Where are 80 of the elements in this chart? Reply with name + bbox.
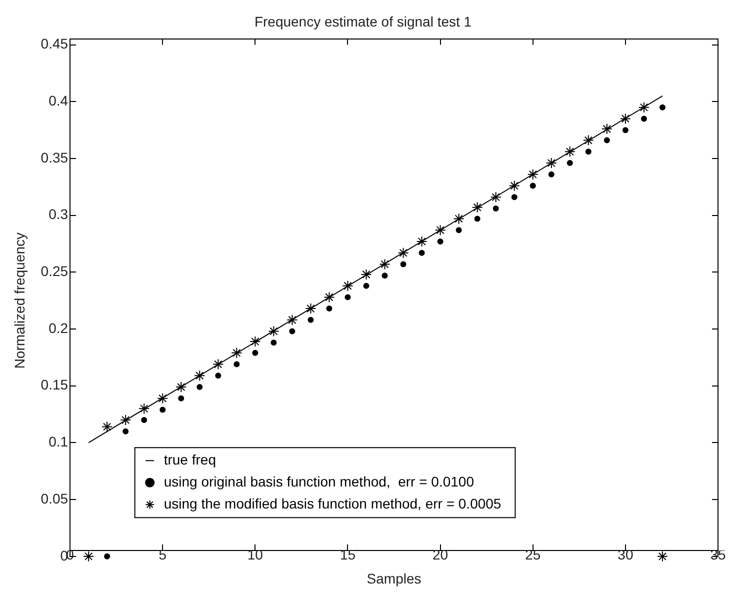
point <box>400 261 406 268</box>
point <box>215 372 222 379</box>
y-tick-label: 0.05 <box>40 490 68 506</box>
point <box>508 180 520 192</box>
y-tick-label: 0.3 <box>48 206 68 222</box>
point <box>176 382 187 393</box>
point <box>453 213 464 224</box>
point <box>527 168 538 180</box>
point <box>363 282 370 289</box>
point <box>434 224 446 236</box>
point <box>622 127 628 134</box>
point <box>157 392 168 404</box>
x-tick-label: 5 <box>158 546 167 563</box>
point <box>474 216 480 222</box>
point <box>601 123 612 134</box>
point <box>566 160 573 166</box>
point <box>83 550 94 562</box>
legend-label: using original basis function method, err = 0.0100 <box>164 473 474 490</box>
point <box>342 280 354 292</box>
legend-label: true freq <box>164 451 216 468</box>
point <box>141 416 148 423</box>
point <box>546 158 557 169</box>
point <box>492 206 499 212</box>
y-tick-label: 0.2 <box>48 320 68 336</box>
point <box>418 250 425 256</box>
point <box>138 403 150 414</box>
chart-title: Frequency estimate of signal test 1 <box>254 13 472 30</box>
point <box>308 316 314 323</box>
point <box>344 294 351 300</box>
y-axis-title: Normalized frequency <box>11 232 28 369</box>
y-tick-label: 0.15 <box>40 376 68 393</box>
point <box>196 384 203 390</box>
point <box>620 113 631 124</box>
point <box>194 370 206 382</box>
point <box>638 102 650 113</box>
point <box>305 303 316 314</box>
point <box>398 247 409 258</box>
x-tick-label: 15 <box>340 546 356 563</box>
point <box>250 336 261 348</box>
point <box>289 328 296 334</box>
y-tick-label: 0.25 <box>40 263 68 280</box>
point <box>437 238 444 244</box>
point <box>490 192 502 203</box>
point <box>640 116 647 122</box>
point <box>212 358 224 370</box>
x-axis-title: Samples <box>366 570 422 586</box>
y-tick-label: 0.35 <box>40 149 68 166</box>
point <box>360 268 372 280</box>
point <box>104 553 110 560</box>
y-tick-label: 0.1 <box>48 434 68 450</box>
point <box>472 202 483 213</box>
point <box>585 148 592 155</box>
point <box>548 171 554 178</box>
y-tick-label: 0.4 <box>48 92 68 109</box>
legend-label: using the modified basis function method, err = 0.0005 <box>164 495 502 512</box>
point <box>511 194 518 200</box>
point <box>324 292 335 303</box>
y-tick-label: 0.45 <box>40 36 68 52</box>
point <box>659 104 666 110</box>
point <box>286 314 298 326</box>
point <box>252 350 258 356</box>
point <box>234 361 240 368</box>
point <box>270 340 277 346</box>
point <box>656 550 668 562</box>
point <box>564 146 576 158</box>
point <box>102 421 113 432</box>
point <box>268 326 280 337</box>
point <box>178 395 184 402</box>
point <box>120 414 132 426</box>
point <box>530 182 536 189</box>
point <box>604 137 610 144</box>
point <box>416 236 428 247</box>
point <box>231 347 242 358</box>
point <box>122 428 129 434</box>
point <box>326 306 332 312</box>
point <box>456 227 462 234</box>
point <box>582 134 594 146</box>
point <box>160 406 166 413</box>
point <box>379 258 390 270</box>
point <box>382 272 388 279</box>
